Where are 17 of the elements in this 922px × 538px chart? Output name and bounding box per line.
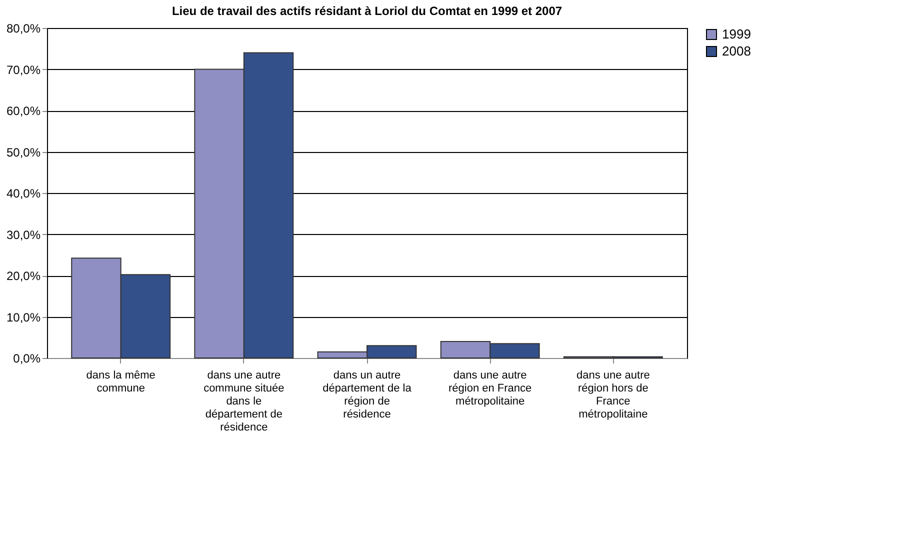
x-tick-label: dans la même commune bbox=[86, 370, 156, 394]
x-tick-label: dans une autre région hors de France métropolitaine bbox=[576, 370, 650, 420]
legend-label: 2008 bbox=[722, 44, 751, 58]
y-tick-label: 10,0% bbox=[6, 310, 41, 324]
y-tick-label: 40,0% bbox=[6, 186, 41, 200]
y-tick-label: 60,0% bbox=[6, 104, 41, 118]
y-tick-label: 30,0% bbox=[6, 228, 41, 242]
y-tick-label: 20,0% bbox=[6, 269, 41, 283]
x-tick-label: dans un autre département de la région de résidence bbox=[322, 370, 412, 420]
y-tick-label: 70,0% bbox=[6, 62, 41, 77]
y-tick-label: 80,0% bbox=[6, 22, 41, 36]
y-tick-label: 50,0% bbox=[6, 145, 41, 160]
chart-title: Lieu de travail des actifs résidant à Loriol du Comtat en 1999 et 2007 bbox=[172, 4, 562, 18]
y-tick-label: 0,0% bbox=[13, 352, 41, 366]
x-tick-label: dans une autre région en France métropolitaine bbox=[448, 370, 532, 408]
x-tick-label: dans une autre commune située dans le département de résidence bbox=[204, 370, 284, 434]
legend-label: 1999 bbox=[722, 26, 751, 42]
